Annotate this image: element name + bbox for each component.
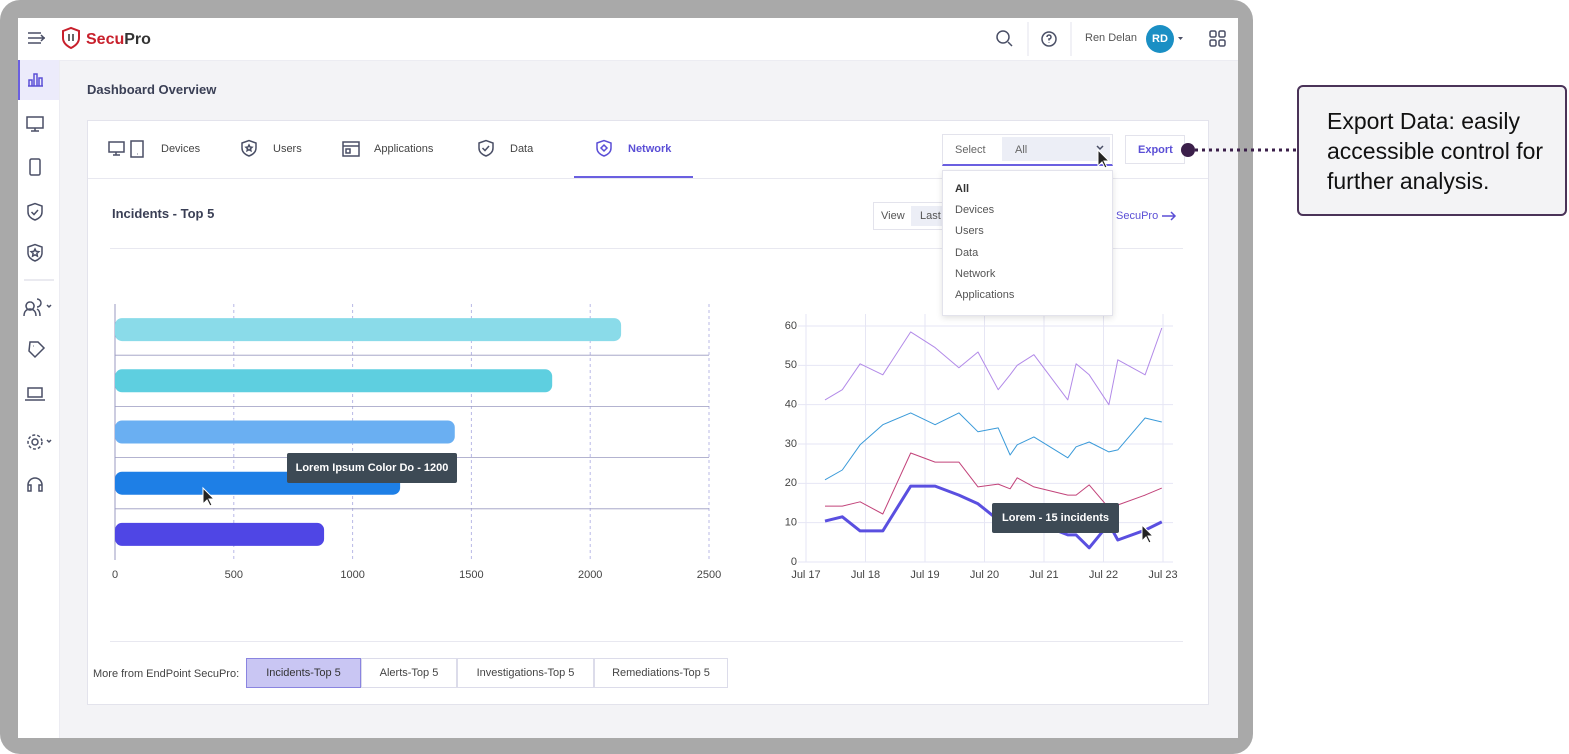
select-value-box: [1002, 137, 1110, 161]
dropdown-option[interactable]: All: [955, 183, 970, 195]
user-name[interactable]: Ren Delan: [1085, 32, 1137, 44]
y-tick-label: 30: [785, 438, 797, 450]
top-bar: [18, 18, 1238, 61]
tab[interactable]: Users: [273, 143, 302, 155]
tooltip-box: [287, 453, 457, 483]
dropdown-option[interactable]: Devices: [955, 204, 995, 216]
panel-link[interactable]: SecuPro: [1116, 210, 1159, 222]
dropdown-option[interactable]: Data: [955, 247, 979, 259]
callout-box: [1297, 85, 1567, 216]
y-tick-label: 50: [785, 359, 797, 371]
x-tick-label: 0: [112, 569, 118, 581]
y-tick-label: 60: [785, 320, 797, 332]
bar: [115, 522, 325, 546]
x-tick-label: 2000: [578, 569, 602, 581]
export-button[interactable]: [1125, 135, 1185, 164]
y-tick-label: 10: [785, 517, 797, 529]
tabs-divider: [88, 178, 1208, 179]
tab[interactable]: Network: [628, 143, 672, 155]
footer-tab[interactable]: Incidents-Top 5: [246, 658, 361, 688]
export-label[interactable]: Export: [1138, 144, 1173, 156]
x-tick-label: 2500: [697, 569, 721, 581]
x-tick-label: 1000: [340, 569, 364, 581]
select-label: Select: [955, 144, 986, 156]
bar: [115, 420, 455, 444]
panel-title: Incidents - Top 5: [112, 206, 215, 221]
view-range-box: [911, 206, 945, 226]
dropdown-option[interactable]: Users: [955, 225, 984, 237]
footer-tab[interactable]: Remediations-Top 5: [594, 658, 728, 688]
view-label: View: [881, 210, 905, 222]
x-tick-label: 500: [225, 569, 243, 581]
tab[interactable]: Applications: [374, 143, 434, 155]
tab[interactable]: Devices: [161, 143, 201, 155]
y-tick-label: 40: [785, 399, 797, 411]
x-tick-label: Jul 19: [910, 569, 939, 581]
logo[interactable]: SecuPro: [86, 31, 151, 49]
bar: [115, 369, 553, 393]
dropdown-menu: [942, 170, 1113, 316]
tooltip-box: [992, 503, 1119, 533]
x-tick-label: Jul 21: [1029, 569, 1058, 581]
x-tick-label: Jul 18: [851, 569, 880, 581]
avatar[interactable]: RD: [1146, 25, 1174, 53]
view-range[interactable]: Last: [920, 210, 941, 222]
logo-prefix: Secu: [86, 31, 125, 48]
tooltip-text: Lorem Ipsum Color Do - 1200: [296, 462, 449, 474]
callout-text: Export Data: easily accessible control f…: [1327, 108, 1544, 194]
page-title: Dashboard Overview: [87, 82, 217, 97]
footer-divider: [110, 641, 1183, 642]
x-tick-label: Jul 17: [791, 569, 820, 581]
line-series: [824, 327, 1163, 406]
x-tick-label: Jul 22: [1089, 569, 1118, 581]
select-value[interactable]: All: [1015, 144, 1028, 156]
panel-divider: [110, 248, 1183, 249]
active-tab-indicator: [574, 176, 693, 178]
line-series: [824, 412, 1162, 481]
x-tick-label: Jul 20: [970, 569, 999, 581]
y-tick-label: 20: [785, 477, 797, 489]
footer-tab[interactable]: Alerts-Top 5: [361, 658, 457, 688]
x-tick-label: 1500: [459, 569, 483, 581]
bar: [115, 318, 622, 342]
footer-label: More from EndPoint SecuPro:: [93, 668, 240, 680]
tooltip-text: Lorem - 15 incidents: [1002, 512, 1109, 524]
dropdown-option[interactable]: Network: [955, 268, 996, 280]
logo-suffix: Pro: [124, 31, 151, 48]
dropdown-option[interactable]: Applications: [955, 289, 1015, 301]
y-tick-label: 0: [791, 556, 797, 568]
x-tick-label: Jul 23: [1148, 569, 1177, 581]
tab[interactable]: Data: [510, 143, 534, 155]
footer-tab[interactable]: Investigations-Top 5: [457, 658, 594, 688]
